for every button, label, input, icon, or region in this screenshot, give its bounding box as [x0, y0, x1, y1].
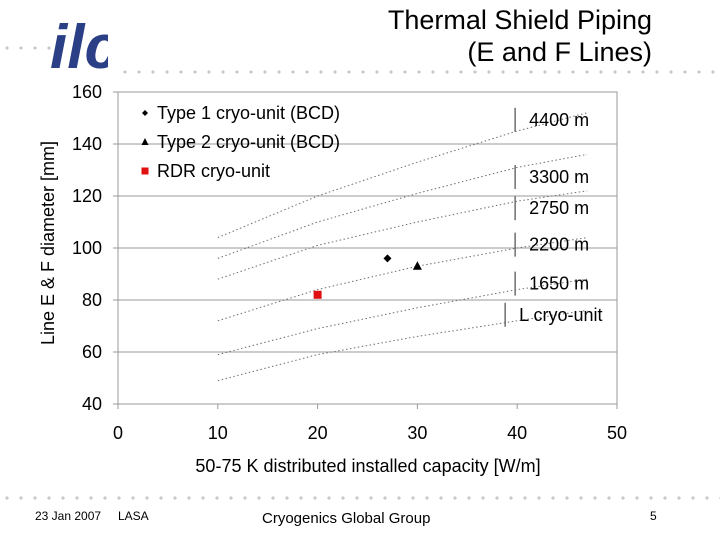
y-axis-label: Line E & F diameter [mm] — [38, 141, 58, 345]
legend-marker-triangle — [141, 138, 149, 145]
x-tick-label: 20 — [308, 423, 328, 443]
curve-3300-m — [217, 153, 588, 259]
curve-1650-m — [217, 278, 588, 356]
legend-label: Type 1 cryo-unit (BCD) — [157, 103, 340, 123]
slide-title-line1: Thermal Shield Piping — [387, 5, 652, 35]
ilc-logo: ilc — [50, 13, 108, 74]
y-tick-label: 140 — [72, 134, 102, 154]
legend-marker-diamond — [142, 110, 148, 116]
x-tick-label: 30 — [407, 423, 427, 443]
y-tick-label: 160 — [72, 82, 102, 102]
svg-text:ilc: ilc — [50, 13, 108, 74]
footer-group: Cryogenics Global Group — [262, 510, 431, 527]
footer-date: 23 Jan 2007 — [35, 509, 102, 523]
slide-title-line2: (E and F Lines) — [467, 37, 652, 67]
y-tick-label: 120 — [72, 186, 102, 206]
x-tick-label: 0 — [113, 423, 123, 443]
data-point-triangle — [412, 261, 422, 270]
legend-label: RDR cryo-unit — [157, 161, 270, 181]
y-tick-label: 40 — [82, 394, 102, 414]
top-dotted-rule — [118, 70, 718, 74]
top-dotted-rule-left — [0, 46, 56, 50]
curve-4400-m — [217, 112, 588, 239]
y-tick-label: 80 — [82, 290, 102, 310]
bottom-dotted-rule — [0, 496, 720, 500]
data-point-diamond — [383, 254, 392, 263]
y-tick-label: 60 — [82, 342, 102, 362]
footer-location: LASA — [118, 509, 149, 523]
annotation-label: L cryo-unit — [519, 305, 602, 325]
footer-page-number: 5 — [650, 509, 657, 523]
x-axis-label: 50-75 K distributed installed capacity [… — [195, 456, 540, 476]
annotation-label: 1650 m — [529, 274, 589, 294]
annotation-label: 2750 m — [529, 198, 589, 218]
annotation-label: 3300 m — [529, 167, 589, 187]
annotation-label: 4400 m — [529, 110, 589, 130]
slide-title: Thermal Shield Piping (E and F Lines) — [388, 4, 652, 68]
legend-label: Type 2 cryo-unit (BCD) — [157, 132, 340, 152]
data-point-square — [313, 290, 322, 299]
y-tick-label: 100 — [72, 238, 102, 258]
curve-2200-m — [217, 237, 588, 322]
x-tick-label: 40 — [507, 423, 527, 443]
x-tick-label: 10 — [208, 423, 228, 443]
curve-2750-m — [217, 190, 588, 280]
annotation-label: 2200 m — [529, 235, 589, 255]
legend-marker-square — [141, 167, 149, 175]
x-tick-label: 50 — [607, 423, 627, 443]
curve-L-cryo-unit — [217, 309, 588, 382]
